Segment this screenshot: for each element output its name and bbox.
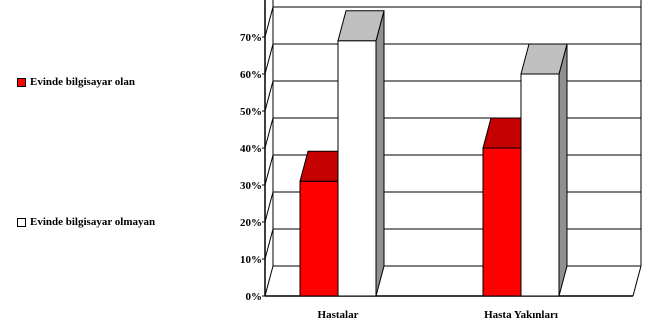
- y-tick-label: 50%: [240, 106, 262, 118]
- bar-side: [375, 10, 385, 297]
- legend-item-has-computer: Evinde bilgisayar olan: [17, 76, 135, 88]
- legend-label-no-computer: Evinde bilgisayar olmayan: [30, 216, 156, 228]
- side-gridline: [264, 80, 274, 112]
- side-gridline: [264, 265, 274, 297]
- side-gridline: [264, 6, 274, 38]
- y-tick-label: 60%: [240, 69, 262, 81]
- x-category-label: Hasta Yakınları: [484, 309, 558, 321]
- y-tick-label: 10%: [240, 254, 262, 266]
- bar-side: [558, 43, 568, 297]
- y-tick-label: 20%: [240, 217, 262, 229]
- bar-top: [520, 43, 568, 75]
- side-gridline: [264, 228, 274, 260]
- y-tick-label: 70%: [240, 32, 262, 44]
- bar: [337, 40, 377, 297]
- y-tick-label: 30%: [240, 180, 262, 192]
- floor-right-edge: [632, 265, 642, 297]
- legend-swatch-red: [17, 77, 26, 87]
- bar-top: [337, 10, 385, 42]
- side-gridline: [264, 117, 274, 149]
- legend-label-has-computer: Evinde bilgisayar olan: [30, 76, 135, 88]
- y-tick-label: 0%: [246, 291, 263, 303]
- side-gridline: [264, 43, 274, 75]
- side-gridline: [264, 191, 274, 223]
- legend-item-no-computer: Evinde bilgisayar olmayan: [17, 216, 155, 228]
- bar: [482, 147, 522, 297]
- legend-swatch-white: [17, 217, 26, 227]
- y-tick-label: 40%: [240, 143, 262, 155]
- x-category-label: Hastalar: [318, 309, 359, 321]
- bar: [299, 180, 339, 297]
- side-gridline: [264, 154, 274, 186]
- bar: [520, 73, 560, 297]
